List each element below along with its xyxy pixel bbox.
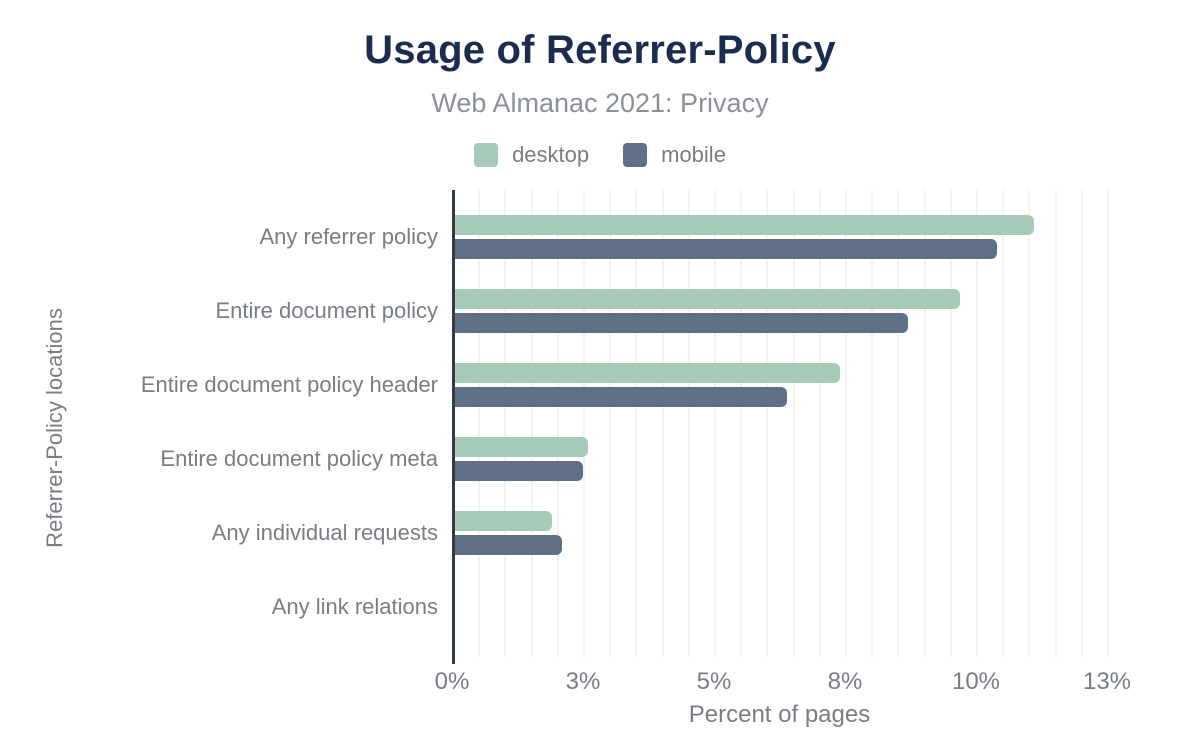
gridline — [1107, 190, 1109, 657]
plot-area: Any referrer policy Entire document polic… — [141, 190, 1109, 664]
gridline — [818, 190, 821, 657]
y-axis-line — [452, 190, 455, 664]
gridline — [556, 190, 559, 657]
bar-group-row: Entire document policy header — [141, 348, 1107, 422]
chart-title: Usage of Referrer-Policy — [364, 28, 836, 72]
category-label: Any individual requests — [211, 520, 438, 545]
gridline — [583, 190, 585, 657]
gridline — [478, 190, 481, 657]
gridline — [766, 190, 769, 657]
gridline — [792, 190, 795, 657]
desktop-bar[interactable] — [452, 437, 589, 457]
gridline — [897, 190, 900, 657]
gridline — [1054, 190, 1057, 657]
x-tick-label: 8% — [827, 668, 863, 695]
x-tick-label: 3% — [565, 668, 601, 695]
legend-label: mobile — [661, 142, 726, 167]
bar-group-row: Entire document policy — [215, 274, 1107, 348]
desktop-bar[interactable] — [452, 215, 1034, 235]
bar-group-row: Any link relations — [272, 570, 1107, 644]
x-tick-label: 5% — [696, 668, 732, 695]
gridline — [1080, 190, 1083, 657]
gridline — [949, 190, 952, 657]
desktop-legend-swatch-icon — [474, 143, 499, 167]
gridline — [923, 190, 926, 657]
gridline — [687, 190, 690, 657]
gridline — [714, 190, 716, 657]
category-label: Entire document policy header — [140, 372, 438, 397]
gridline — [871, 190, 874, 657]
desktop-bar[interactable] — [452, 289, 961, 309]
x-axis-title: Percent of pages — [688, 701, 871, 728]
category-label: Any link relations — [271, 594, 438, 619]
category-label: Entire document policy meta — [160, 446, 438, 471]
gridline — [661, 190, 664, 657]
chart-subtitle: Web Almanac 2021: Privacy — [431, 88, 769, 118]
x-tick-label: 10% — [951, 668, 1001, 695]
x-tick-label: 13% — [1082, 668, 1132, 695]
gridline — [1002, 190, 1005, 657]
gridline — [1028, 190, 1031, 657]
mobile-bar[interactable] — [452, 535, 563, 555]
legend-item-desktop: desktop — [474, 142, 589, 168]
legend: desktop mobile — [0, 142, 1200, 168]
x-tick-label: 0% — [434, 668, 470, 695]
bar-group-row: Any individual requests — [212, 496, 1107, 570]
gridline — [845, 190, 847, 657]
bar-group-row: Any referrer policy — [259, 200, 1107, 274]
category-label: Entire document policy — [215, 298, 438, 323]
bar-group-row: Entire document policy meta — [160, 422, 1107, 496]
legend-label: desktop — [512, 142, 590, 167]
gridline — [976, 190, 978, 657]
category-label: Any referrer policy — [259, 224, 438, 249]
legend-item-mobile: mobile — [623, 142, 726, 168]
desktop-bar[interactable] — [452, 511, 552, 531]
gridline — [740, 190, 743, 657]
gridline — [504, 190, 507, 657]
gridline — [609, 190, 612, 657]
mobile-bar[interactable] — [452, 387, 788, 407]
y-axis-title: Referrer-Policy locations — [42, 308, 67, 548]
desktop-bar[interactable] — [452, 363, 840, 383]
gridline — [635, 190, 638, 657]
mobile-bar[interactable] — [452, 313, 908, 333]
gridline — [530, 190, 533, 657]
mobile-bar[interactable] — [452, 239, 997, 259]
mobile-legend-swatch-icon — [623, 143, 648, 167]
mobile-bar[interactable] — [452, 461, 583, 481]
